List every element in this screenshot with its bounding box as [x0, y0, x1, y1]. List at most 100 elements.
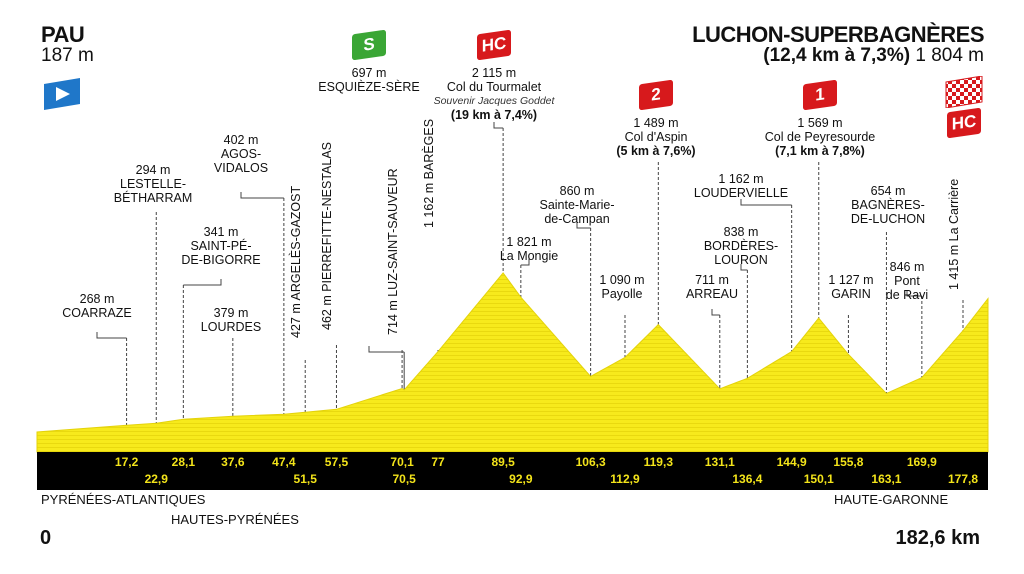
waypoint-text: 838 m: [723, 225, 759, 239]
waypoint-text: Sainte-Marie-: [539, 198, 615, 212]
waypoint-note: Souvenir Jacques Goddet: [433, 95, 555, 107]
waypoint-text: 1 569 m: [797, 116, 843, 130]
waypoint-label: 1 821 m La Mongie: [500, 235, 558, 263]
leader-line: [240, 192, 284, 199]
waypoint-text: VIDALOS: [213, 161, 269, 175]
finish-altitude: 1 804 m: [915, 45, 984, 66]
waypoint-label: 860 m Sainte-Marie-de-Campan: [539, 184, 614, 226]
start-flag-icon: [42, 78, 82, 110]
waypoint-text: LOURON: [714, 253, 768, 267]
climb-category-badge: 1: [803, 79, 837, 111]
km-tick: 136,4: [732, 472, 763, 486]
waypoint-text: ESQUIÈZE-SÈRE: [318, 80, 420, 94]
sprint-badge: S: [352, 29, 386, 61]
km-tick: 89,5: [491, 455, 515, 469]
km-tick: 112,9: [610, 472, 640, 486]
waypoint-text: Pont: [894, 274, 920, 288]
climb-category-badge: 2: [639, 79, 673, 111]
waypoint-label: 294 m LESTELLE- BÉTHARRAM: [114, 163, 192, 205]
km-tick: 47,4: [272, 455, 296, 469]
waypoint-text: 379 m: [213, 306, 249, 320]
waypoint-text: Col d'Aspin: [624, 130, 688, 144]
waypoint-text: BAGNÈRES-: [851, 198, 925, 212]
km-tick: 106,3: [575, 455, 606, 469]
waypoint-text: 654 m: [870, 184, 906, 198]
waypoint-text: LOURDES: [200, 320, 262, 334]
km-tick: 177,8: [947, 472, 979, 486]
climb-stats: (7,1 km à 7,8%): [775, 144, 865, 158]
waypoint-label: 341 m SAINT-PÉ- DE-BIGORRE: [181, 225, 260, 267]
km-tick: 17,2: [114, 455, 139, 469]
waypoint-label: 1 090 m Payolle: [599, 273, 644, 301]
climb-stats: (19 km à 7,4%): [450, 108, 538, 122]
leader-line: [711, 309, 720, 316]
km-tick: 22,9: [144, 472, 168, 486]
checkered-flag-icon: [944, 75, 984, 109]
waypoint-text: 341 m: [203, 225, 239, 239]
waypoint-label: 697 m ESQUIÈZE-SÈRE: [318, 66, 419, 94]
waypoint-label: 714 m LUZ-SAINT-SAUVEUR: [386, 168, 401, 335]
climb-stats: (5 km à 7,6%): [616, 144, 696, 158]
km-band: [37, 452, 988, 490]
leader-line: [493, 122, 504, 129]
waypoint-text: GARIN: [831, 287, 871, 301]
km-tick: 70,5: [392, 472, 416, 486]
leader-line: [740, 199, 792, 206]
waypoint-label: 846 m Pont de Ravi: [886, 260, 928, 302]
waypoint-text: de-Campan: [544, 212, 610, 226]
waypoint-label: 1 162 m LOUDERVIELLE: [694, 172, 788, 200]
km-tick: 77: [431, 455, 445, 469]
waypoint-text: 2 115 m: [471, 66, 517, 80]
waypoint-text: SAINT-PÉ-: [190, 239, 252, 253]
km-tick: 144,9: [776, 455, 807, 469]
waypoint-text: COARRAZE: [62, 306, 132, 320]
region-pyrenees-atlantiques: PYRÉNÉES-ATLANTIQUES: [41, 492, 206, 507]
profile-area: [36, 272, 989, 453]
waypoint-text: DE-LUCHON: [850, 212, 926, 226]
waypoint-label: 462 m PIERREFITTE-NESTALAS: [320, 141, 335, 330]
region-haute-garonne: HAUTE-GARONNE: [834, 492, 949, 507]
waypoint-text: BÉTHARRAM: [113, 191, 193, 205]
waypoint-text: Col de Peyresourde: [764, 130, 876, 144]
waypoint-label: 654 m BAGNÈRES- DE-LUCHON: [851, 184, 925, 226]
climb-category-badge: HC: [477, 29, 511, 61]
waypoint-label: 427 m ARGELÈS-GAZOST: [289, 185, 304, 338]
waypoint-text: DE-BIGORRE: [181, 253, 261, 267]
waypoint-text: 1 489 m: [633, 116, 679, 130]
waypoint-label: 379 m LOURDES: [201, 306, 261, 334]
waypoint-text: BORDÈRES-: [703, 239, 779, 253]
leader-line: [520, 259, 530, 266]
waypoint-text: de Ravi: [885, 288, 929, 302]
distance-end: 182,6 km: [895, 527, 980, 549]
waypoint-label: 1 127 m GARIN: [828, 273, 873, 301]
waypoint-label: 711 m ARREAU: [686, 273, 738, 301]
km-tick: 57,5: [324, 455, 349, 469]
start-name: PAU: [41, 22, 85, 47]
waypoint-label: 1 415 m La Carrière: [947, 178, 961, 290]
km-tick: 169,9: [906, 455, 937, 469]
region-hautes-pyrenees: HAUTES-PYRÉNÉES: [171, 512, 299, 527]
waypoint-text: AGOS-: [220, 147, 262, 161]
km-tick: 155,8: [833, 455, 864, 469]
distance-start: 0: [40, 527, 52, 549]
km-tick: 163,1: [871, 472, 902, 486]
km-tick: 119,3: [643, 455, 673, 469]
finish-climb: (12,4 km à 7,3%): [763, 45, 911, 66]
waypoint-text: 268 m: [79, 292, 115, 306]
waypoint-text: LESTELLE-: [119, 177, 187, 191]
waypoint-text: 1 127 m: [828, 273, 874, 287]
leader-line: [368, 346, 405, 353]
finish-name: LUCHON-SUPERBAGNÈRES: [692, 22, 984, 47]
waypoint-label: 838 m BORDÈRES- LOURON: [704, 225, 778, 267]
waypoint-label: 268 m COARRAZE: [62, 292, 131, 320]
waypoint-label: 1 489 m Col d'Aspin (5 km à 7,6%): [616, 116, 695, 158]
km-tick: 150,1: [803, 472, 834, 486]
leader-line: [576, 222, 591, 229]
leader-line: [906, 290, 922, 297]
waypoint-text: ARREAU: [685, 287, 739, 301]
waypoint-text: 294 m: [135, 163, 171, 177]
km-tick: 37,6: [221, 455, 245, 469]
km-tick: 131,1: [704, 455, 735, 469]
waypoint-text: Payolle: [601, 287, 643, 301]
waypoint-text: 697 m: [351, 66, 387, 80]
